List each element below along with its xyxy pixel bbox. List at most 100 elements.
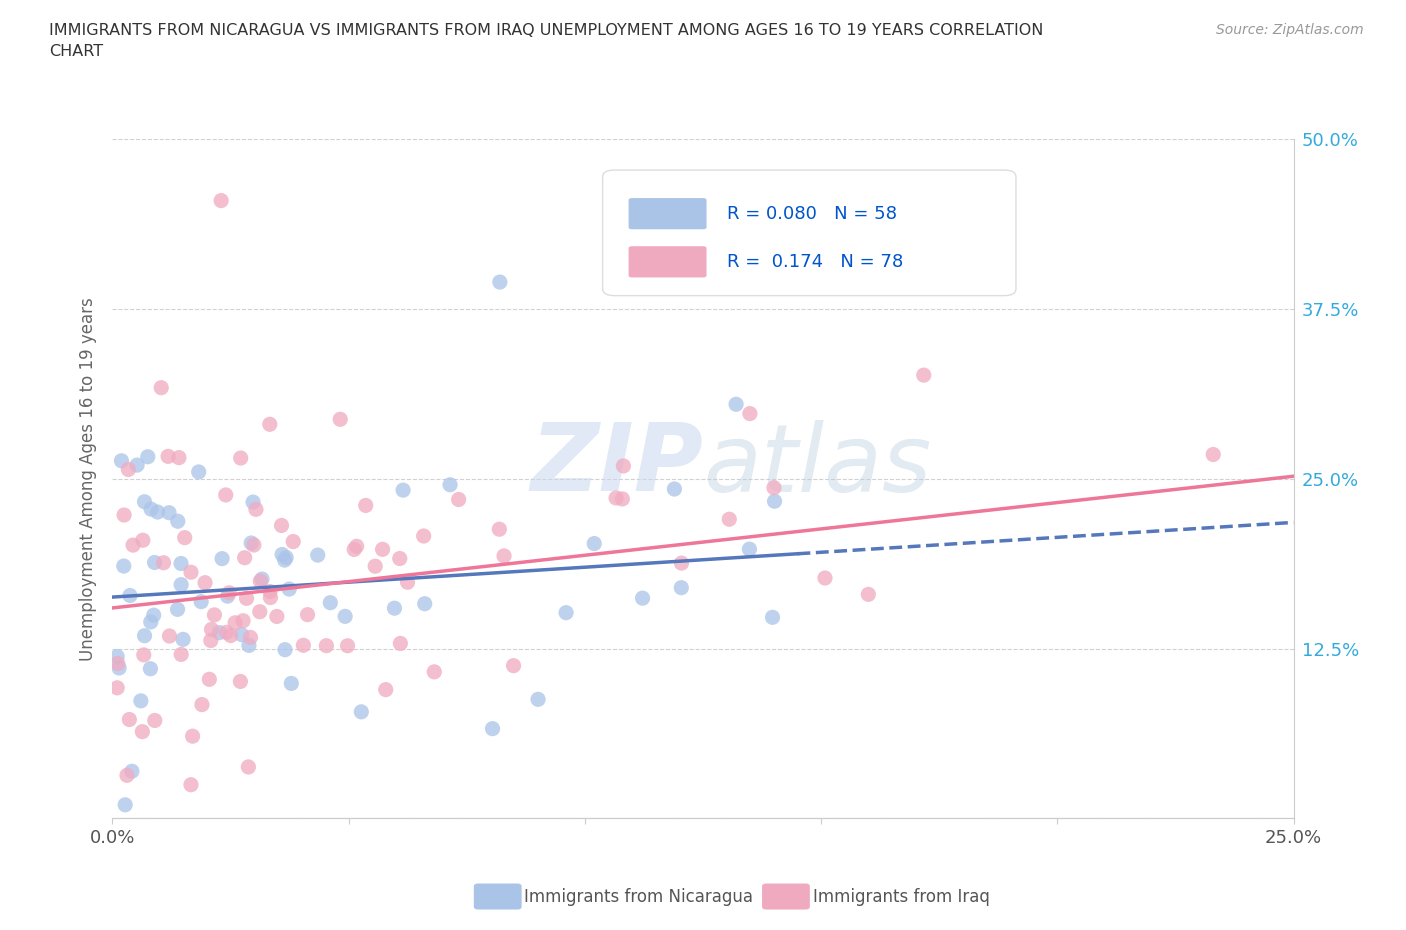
Point bbox=[388, 551, 411, 566]
Point bbox=[112, 508, 135, 523]
Point bbox=[243, 538, 266, 552]
Point bbox=[173, 530, 195, 545]
Point bbox=[412, 528, 434, 543]
Point bbox=[814, 571, 837, 586]
Point bbox=[167, 450, 190, 465]
Point bbox=[180, 777, 202, 792]
Point bbox=[384, 601, 406, 616]
Point bbox=[181, 729, 204, 744]
Point bbox=[738, 541, 761, 556]
Point bbox=[297, 607, 319, 622]
Point bbox=[166, 602, 188, 617]
Point bbox=[136, 449, 159, 464]
Point bbox=[273, 552, 295, 567]
Point bbox=[204, 607, 226, 622]
Point bbox=[245, 502, 267, 517]
Point bbox=[266, 609, 288, 624]
FancyBboxPatch shape bbox=[628, 246, 707, 277]
Point bbox=[115, 768, 138, 783]
Point bbox=[343, 542, 366, 557]
Point bbox=[664, 482, 686, 497]
Point bbox=[283, 534, 305, 549]
Text: IMMIGRANTS FROM NICARAGUA VS IMMIGRANTS FROM IRAQ UNEMPLOYMENT AMONG AGES 16 TO : IMMIGRANTS FROM NICARAGUA VS IMMIGRANTS … bbox=[49, 23, 1043, 60]
Point bbox=[159, 629, 181, 644]
Point bbox=[108, 660, 131, 675]
Point bbox=[131, 724, 153, 739]
Point bbox=[259, 591, 281, 605]
Text: atlas: atlas bbox=[703, 419, 931, 511]
Point bbox=[612, 491, 634, 506]
Point bbox=[274, 643, 297, 658]
Point bbox=[374, 683, 396, 698]
Point bbox=[170, 556, 193, 571]
Point bbox=[389, 636, 412, 651]
Point bbox=[112, 559, 135, 574]
Point bbox=[492, 549, 515, 564]
Point bbox=[271, 547, 294, 562]
Point bbox=[249, 604, 271, 619]
Point bbox=[276, 550, 298, 565]
Point bbox=[170, 647, 193, 662]
Point bbox=[371, 542, 394, 557]
Point bbox=[233, 551, 256, 565]
Point bbox=[439, 477, 461, 492]
Point bbox=[114, 797, 136, 812]
Point bbox=[555, 605, 578, 620]
Point bbox=[218, 585, 240, 600]
Point bbox=[238, 760, 260, 775]
Point bbox=[232, 613, 254, 628]
Point bbox=[143, 555, 166, 570]
Point bbox=[1202, 447, 1225, 462]
Point bbox=[242, 495, 264, 510]
Text: Source: ZipAtlas.com: Source: ZipAtlas.com bbox=[1216, 23, 1364, 37]
Point bbox=[118, 712, 141, 727]
Point bbox=[278, 581, 301, 596]
Point bbox=[738, 406, 761, 421]
Point bbox=[354, 498, 377, 512]
Point bbox=[215, 487, 238, 502]
Point bbox=[150, 380, 173, 395]
Point bbox=[583, 536, 606, 551]
Point bbox=[132, 647, 155, 662]
Point bbox=[481, 721, 503, 736]
Point bbox=[763, 494, 786, 509]
Point bbox=[139, 615, 162, 630]
Point bbox=[191, 698, 214, 712]
Point bbox=[671, 556, 693, 571]
Point bbox=[211, 551, 233, 566]
Point bbox=[912, 367, 935, 382]
Point bbox=[413, 596, 436, 611]
Point bbox=[152, 555, 174, 570]
Point bbox=[215, 625, 238, 640]
Point bbox=[259, 417, 281, 432]
Point bbox=[229, 674, 252, 689]
Point bbox=[725, 397, 748, 412]
Point bbox=[605, 490, 627, 505]
Point bbox=[229, 451, 252, 466]
Point bbox=[105, 681, 128, 696]
Point bbox=[132, 533, 155, 548]
Point bbox=[117, 462, 139, 477]
Point bbox=[110, 453, 132, 468]
Point bbox=[488, 522, 510, 537]
Point bbox=[447, 492, 470, 507]
Text: R =  0.174   N = 78: R = 0.174 N = 78 bbox=[727, 253, 903, 271]
Point bbox=[307, 548, 329, 563]
Point bbox=[250, 572, 273, 587]
Point bbox=[125, 458, 148, 472]
Point bbox=[209, 193, 232, 208]
Point bbox=[134, 495, 156, 510]
Point bbox=[122, 538, 145, 552]
Point bbox=[858, 587, 880, 602]
Point bbox=[194, 576, 217, 591]
Point bbox=[527, 692, 550, 707]
Point bbox=[200, 633, 222, 648]
Text: Immigrants from Nicaragua: Immigrants from Nicaragua bbox=[524, 887, 754, 906]
Point bbox=[200, 622, 222, 637]
Point bbox=[671, 580, 693, 595]
Point bbox=[231, 627, 253, 642]
Point bbox=[107, 656, 129, 671]
Point bbox=[761, 610, 783, 625]
Point bbox=[187, 464, 209, 479]
Point bbox=[166, 513, 188, 528]
